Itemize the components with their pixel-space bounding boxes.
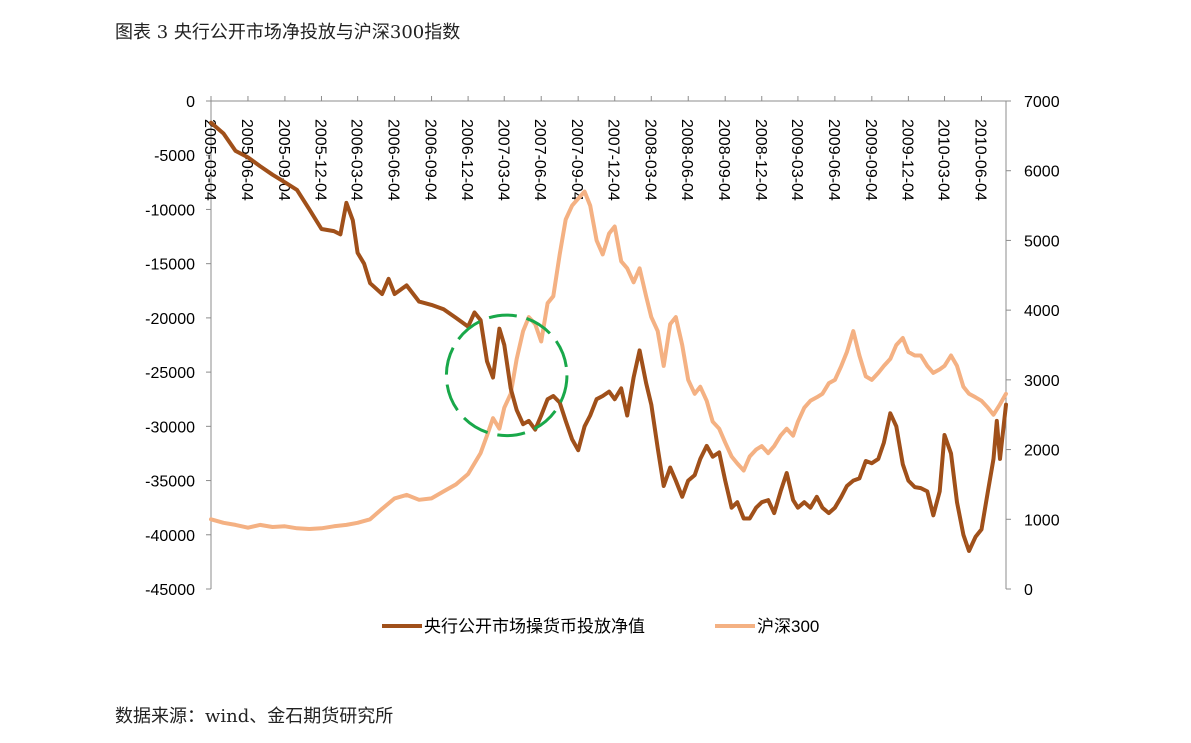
x-tick-label: 2007-12-04: [605, 119, 622, 201]
chart: 0 -5000 -10000 -15000 -20000 -25000 -30000 -350…: [145, 94, 1060, 636]
y-left-tick-label: -10000: [145, 202, 195, 219]
y-right-tick-label: 3000: [1024, 373, 1060, 390]
y-right-tick-label: 7000: [1024, 94, 1060, 111]
y-left-tick-label: 0: [186, 94, 195, 111]
x-tick-label: 2008-06-04: [678, 119, 695, 201]
y-left-tick-label: -20000: [145, 311, 195, 328]
series-line-1: [209, 120, 1008, 553]
x-tick-label: 2005-09-04: [275, 119, 292, 201]
x-tick-label: 2010-06-04: [971, 119, 988, 201]
y-left-tick-label: -40000: [145, 528, 195, 545]
y-right-tick-label: 4000: [1024, 303, 1060, 320]
x-tick-label: 2006-12-04: [458, 119, 475, 201]
x-tick-label: 2006-06-04: [385, 119, 402, 201]
y-left-tick-label: -15000: [145, 257, 195, 274]
y-left-tick-label: -25000: [145, 365, 195, 382]
y-right-tick-label: 2000: [1024, 443, 1060, 460]
y-left-tick-label: -35000: [145, 474, 195, 491]
legend: 央行公开市场操货币投放净值 沪深300: [382, 617, 819, 636]
y-left-tick-label: -45000: [145, 582, 195, 599]
highlight-circle: [444, 313, 569, 438]
x-tick-label: 2007-03-04: [494, 119, 511, 201]
y-left-tick-label: -30000: [145, 419, 195, 436]
x-tick-label: 2009-09-04: [862, 119, 879, 201]
x-tick-label: 2008-03-04: [641, 119, 658, 201]
y-right-tick-label: 5000: [1024, 233, 1060, 250]
legend-label-2: 沪深300: [757, 617, 819, 636]
axes: 0 -5000 -10000 -15000 -20000 -25000 -30000 -350…: [145, 94, 1060, 599]
y-right-tick-label: 0: [1024, 582, 1033, 599]
x-tick-label: 2005-06-04: [238, 119, 255, 201]
annotation-layer: [444, 313, 569, 438]
x-tick-label: 2006-09-04: [422, 119, 439, 201]
legend-label-1: 央行公开市场操货币投放净值: [424, 617, 645, 636]
source-note: 数据来源：wind、金石期货研究所: [115, 706, 394, 727]
figure-title: 图表 3 央行公开市场净投放与沪深300指数: [115, 22, 461, 43]
x-tick-label: 2006-03-04: [348, 119, 365, 201]
x-tick-label: 2010-03-04: [935, 119, 952, 201]
x-tick-label: 2008-12-04: [752, 119, 769, 201]
x-tick-label: 2007-09-04: [568, 119, 585, 201]
x-tick-label: 2005-12-04: [311, 119, 328, 201]
y-right-tick-label: 1000: [1024, 512, 1060, 529]
x-tick-label: 2009-03-04: [788, 119, 805, 201]
y-right-tick-label: 6000: [1024, 164, 1060, 181]
series-layer: [209, 120, 1008, 553]
x-tick-label: 2009-12-04: [898, 119, 915, 201]
x-tick-label: 2008-09-04: [715, 119, 732, 201]
x-tick-label: 2007-06-04: [531, 119, 548, 201]
x-tick-label: 2005-03-04: [201, 119, 218, 201]
x-tick-label: 2009-06-04: [825, 119, 842, 201]
series-line-2: [209, 189, 1008, 531]
y-left-tick-label: -5000: [154, 148, 195, 165]
